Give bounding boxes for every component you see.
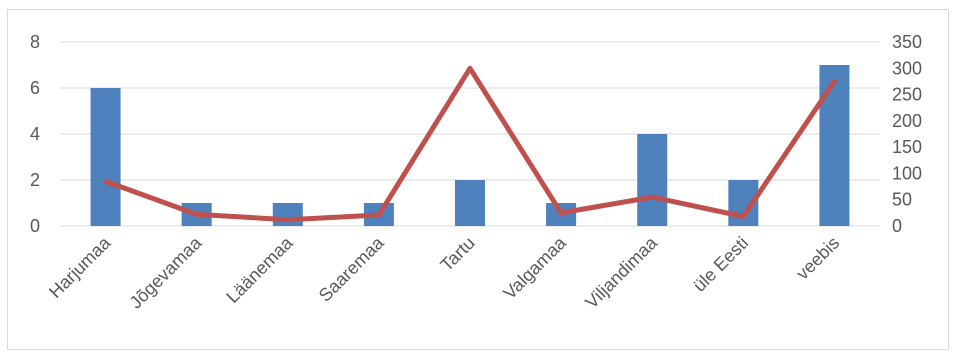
right-axis-tick-label: 100 bbox=[892, 163, 922, 183]
right-axis-tick-label: 300 bbox=[892, 58, 922, 78]
category-axis-labels: Harjumaa Jõgevamaa Läänemaa Saaremaa Tartu Va… bbox=[45, 232, 843, 313]
bar-series bbox=[90, 65, 850, 226]
right-axis-ticks: 0 50 100 150 200 250 300 350 bbox=[892, 32, 922, 236]
category-label: veebis bbox=[792, 233, 843, 284]
bar bbox=[637, 134, 668, 226]
left-axis-tick-label: 0 bbox=[30, 216, 40, 236]
category-label: Valgamaa bbox=[499, 232, 570, 303]
left-axis-tick-label: 8 bbox=[30, 32, 40, 52]
right-axis-tick-label: 350 bbox=[892, 32, 922, 52]
category-label: Viljandimaa bbox=[581, 232, 661, 312]
left-axis-tick-label: 4 bbox=[30, 124, 40, 144]
category-label: Tartu bbox=[436, 233, 478, 275]
category-label: üle Eesti bbox=[689, 233, 752, 296]
left-axis-tick-label: 6 bbox=[30, 78, 40, 98]
category-label: Saaremaa bbox=[315, 232, 389, 306]
category-label: Jõgevamaa bbox=[126, 232, 207, 313]
line-series bbox=[103, 65, 837, 223]
right-axis-tick-label: 250 bbox=[892, 85, 922, 105]
right-axis-tick-label: 0 bbox=[892, 216, 902, 236]
left-axis-tick-label: 2 bbox=[30, 170, 40, 190]
bar bbox=[90, 88, 121, 226]
bar bbox=[455, 180, 485, 226]
chart-area bbox=[7, 9, 949, 350]
right-axis-tick-label: 200 bbox=[892, 111, 922, 131]
category-label: Harjumaa bbox=[45, 232, 115, 302]
category-label: Läänemaa bbox=[222, 232, 297, 307]
left-axis-ticks: 0 2 4 6 8 bbox=[30, 32, 40, 236]
bar bbox=[272, 203, 303, 226]
right-axis-tick-label: 50 bbox=[892, 190, 912, 210]
right-axis-tick-label: 150 bbox=[892, 137, 922, 157]
bar bbox=[819, 65, 850, 226]
